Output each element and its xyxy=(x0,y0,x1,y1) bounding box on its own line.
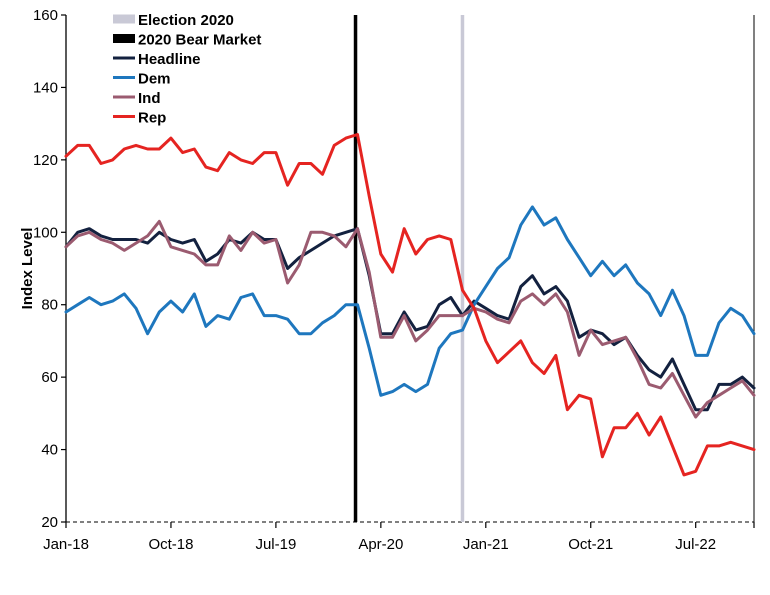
y-tick-label: 40 xyxy=(41,442,58,459)
x-tick-label: Jul-19 xyxy=(255,536,296,553)
y-axis-title: Index Level xyxy=(19,228,36,310)
y-tick-label: 80 xyxy=(41,297,58,314)
legend-label: Rep xyxy=(138,110,166,127)
x-tick-label: Jan-18 xyxy=(43,536,89,553)
y-tick-label: 120 xyxy=(33,152,58,169)
legend-label: Ind xyxy=(138,90,161,107)
x-tick-label: Oct-18 xyxy=(148,536,193,553)
y-tick-label: 140 xyxy=(33,79,58,96)
reference-lines xyxy=(353,15,465,522)
legend-label: Headline xyxy=(138,51,201,68)
y-tick-label: 20 xyxy=(41,514,58,531)
legend: Election 2020 2020 Bear Market Headline Dem… xyxy=(113,12,261,127)
axes: 20 40 60 80 100 120 140 160 Jan-18 Oct-18 Jul-19 Ap… xyxy=(19,7,755,553)
legend-label: 2020 Bear Market xyxy=(138,32,261,49)
legend-label: Election 2020 xyxy=(138,12,234,29)
series-line-rep xyxy=(64,133,756,477)
legend-label: Dem xyxy=(138,71,171,88)
y-tick-label: 160 xyxy=(33,7,58,24)
y-tick-label: 100 xyxy=(33,224,58,241)
y-tick-label: 60 xyxy=(41,369,58,386)
series-lines xyxy=(64,133,756,477)
series-line-dem xyxy=(64,205,756,397)
x-tick-label: Jan-21 xyxy=(463,536,509,553)
x-tick-label: Oct-21 xyxy=(568,536,613,553)
x-tick-label: Apr-20 xyxy=(358,536,403,553)
series-line-ind xyxy=(64,219,756,419)
x-tick-label: Jul-22 xyxy=(675,536,716,553)
series-line-headline xyxy=(64,227,756,412)
